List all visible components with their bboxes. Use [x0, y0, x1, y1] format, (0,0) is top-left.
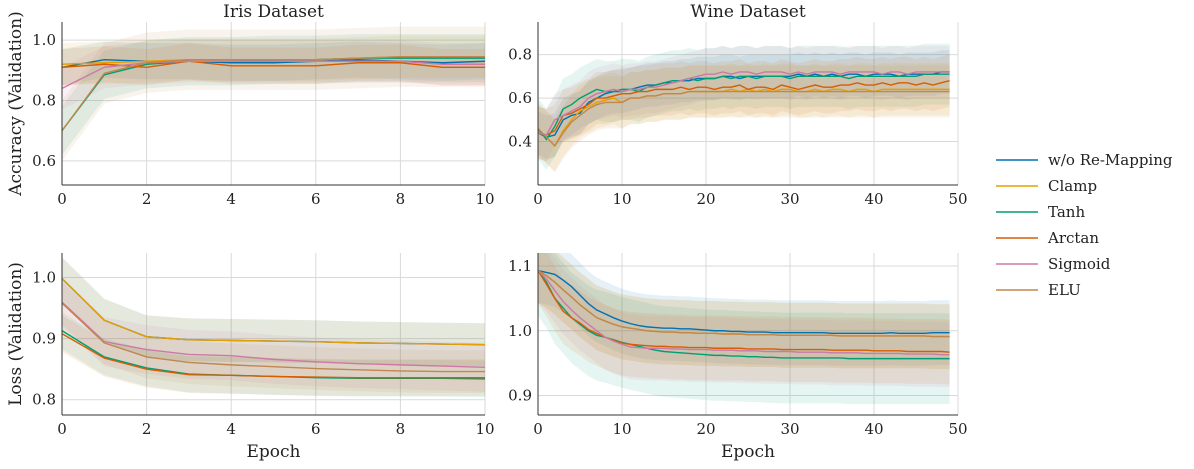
band-arctan: [62, 315, 485, 397]
x-tick-label: 20: [696, 190, 715, 208]
series-line-arctan: [62, 333, 485, 379]
x-tick-label: 6: [311, 420, 321, 438]
legend-item: ELU: [996, 281, 1081, 299]
x-tick-label: 4: [226, 420, 236, 438]
band-arctan: [538, 54, 950, 162]
y-tick-label: 0.8: [32, 91, 56, 109]
y-axis-label: Accuracy (Validation): [6, 11, 26, 197]
x-tick-label: 4: [226, 190, 236, 208]
x-tick-label: 40: [864, 190, 883, 208]
y-tick-label: 1.0: [508, 322, 532, 340]
x-axis-label: Epoch: [247, 442, 301, 462]
band-elu: [538, 65, 950, 172]
plot-area: [62, 257, 485, 398]
x-tick-label: 2: [142, 190, 152, 208]
legend-label: ELU: [1048, 281, 1081, 299]
x-tick-label: 50: [948, 190, 967, 208]
x-tick-label: 30: [780, 190, 799, 208]
band-arctan: [62, 43, 485, 86]
x-tick-label: 0: [533, 190, 543, 208]
y-tick-label: 0.6: [508, 89, 532, 107]
x-tick-label: 0: [57, 420, 67, 438]
legend-label: Sigmoid: [1048, 255, 1111, 273]
y-tick-label: 0.8: [508, 46, 532, 64]
y-tick-label: 0.4: [508, 133, 532, 151]
series-line-clamp: [538, 88, 950, 148]
series-line-sigmoid: [62, 60, 485, 90]
x-tick-label: 10: [475, 190, 494, 208]
legend-item: Sigmoid: [996, 255, 1111, 273]
legend-item: Arctan: [996, 229, 1099, 247]
y-tick-label: 1.0: [32, 31, 56, 49]
y-tick-label: 0.9: [32, 330, 56, 348]
x-tick-label: 0: [533, 420, 543, 438]
series-line-elu: [62, 56, 485, 132]
band-clamp: [538, 253, 950, 369]
band-tanh: [538, 253, 950, 404]
x-tick-label: 40: [864, 420, 883, 438]
band-arctan: [538, 253, 950, 385]
panel-4: 0 10 20 30 40 50 0.9 1.0 1.1 Epoch: [508, 253, 968, 462]
x-axis-label: Epoch: [721, 442, 775, 462]
series-line-sigmoid: [538, 71, 950, 136]
series-line-elu: [62, 302, 485, 373]
band-w-o-re-mapping: [538, 253, 950, 366]
x-tick-label: 2: [142, 420, 152, 438]
panel-2: 0 10 20 30 40 50 0.4 0.6 0.8 Wine Dataset: [508, 2, 967, 208]
x-tick-label: 8: [396, 420, 406, 438]
band-w-o-re-mapping: [62, 41, 485, 86]
series-line-elu: [538, 269, 950, 338]
y-tick-label: 0.8: [32, 391, 56, 409]
panel-title: Iris Dataset: [223, 2, 324, 22]
legend: w/o Re-Mapping Clamp Tanh Arctan Sigmoid ELU: [996, 151, 1173, 299]
legend-item: w/o Re-Mapping: [996, 151, 1173, 169]
band-elu: [62, 26, 485, 161]
legend-label: Clamp: [1048, 177, 1097, 195]
series-line-w-o-re-mapping: [538, 269, 950, 335]
x-tick-label: 10: [475, 420, 494, 438]
x-tick-label: 10: [612, 190, 631, 208]
series-line-sigmoid: [62, 301, 485, 369]
panel-title: Wine Dataset: [690, 2, 806, 22]
plot-area: [538, 43, 950, 172]
x-tick-label: 50: [948, 420, 967, 438]
y-tick-label: 1.1: [508, 257, 532, 275]
y-tick-label: 0.9: [508, 387, 532, 405]
plot-area: [538, 253, 950, 404]
band-elu: [62, 281, 485, 393]
x-tick-label: 10: [612, 420, 631, 438]
panel-1: 0 2 4 6 8 10 0.6 0.8 1.0 Iris Dataset Accuracy (Va…: [6, 2, 495, 208]
x-tick-label: 8: [396, 190, 406, 208]
series-line-elu: [538, 90, 950, 148]
series-line-arctan: [538, 80, 950, 136]
panel-3: 0 2 4 6 8 10 0.8 0.9 1.0 Epoch Loss (Validation): [6, 253, 495, 462]
legend-label: Arctan: [1047, 229, 1099, 247]
y-axis-label: Loss (Validation): [6, 262, 26, 406]
band-sigmoid: [62, 277, 485, 392]
band-sigmoid: [538, 253, 950, 388]
series-line-sigmoid: [538, 270, 950, 356]
y-tick-label: 1.0: [32, 268, 56, 286]
legend-item: Tanh: [996, 203, 1085, 221]
band-tanh: [62, 312, 485, 398]
x-tick-label: 6: [311, 190, 321, 208]
x-tick-label: 0: [57, 190, 67, 208]
band-elu: [538, 253, 950, 369]
band-clamp: [62, 35, 485, 86]
x-tick-label: 20: [696, 420, 715, 438]
legend-label: w/o Re-Mapping: [1048, 151, 1173, 169]
legend-label: Tanh: [1048, 203, 1085, 221]
y-tick-label: 0.6: [32, 152, 56, 170]
series-line-clamp: [62, 278, 485, 346]
legend-item: Clamp: [996, 177, 1097, 195]
x-tick-label: 30: [780, 420, 799, 438]
plot-area: [62, 26, 485, 161]
